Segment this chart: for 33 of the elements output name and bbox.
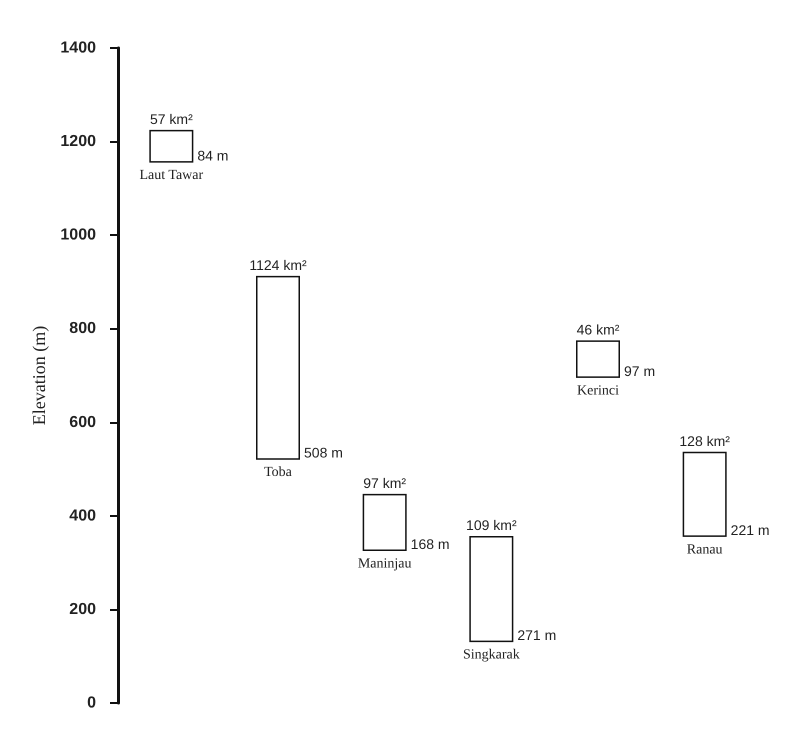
bar <box>682 452 727 537</box>
annotation: 1124 km² <box>249 256 307 273</box>
x-tick-label: Singkarak <box>462 648 520 663</box>
annotation: 46 km² <box>576 321 620 338</box>
bar <box>576 340 620 378</box>
y-tick-label: 1200 <box>60 133 96 150</box>
bar <box>256 276 300 460</box>
x-tick-label: Toba <box>264 465 293 480</box>
annotation: 97 m <box>624 362 656 379</box>
x-tick-label: Kerinci <box>577 383 620 398</box>
annotation: 168 m <box>410 536 450 552</box>
annotation: 84 m <box>197 148 228 164</box>
y-axis-title: Elevation (m) <box>29 326 49 426</box>
y-tick-label: 0 <box>87 694 96 712</box>
annotation: 57 km² <box>150 110 194 127</box>
y-tick-label: 800 <box>69 320 96 338</box>
bar <box>149 130 194 163</box>
annotation: 128 km² <box>679 432 730 449</box>
annotation: 109 km² <box>466 516 517 533</box>
annotation: 271 m <box>517 627 556 644</box>
x-tick-label: Laut Tawar <box>139 168 204 184</box>
x-tick-label: Maninjau <box>358 556 412 572</box>
y-tick-label: 400 <box>69 507 96 524</box>
y-tick-label: 1400 <box>60 40 96 56</box>
annotation: 508 m <box>304 444 343 461</box>
y-tick-label: 200 <box>69 600 96 618</box>
y-tick-label: 600 <box>69 414 96 431</box>
x-tick-label: Ranau <box>686 542 723 558</box>
bar <box>469 536 514 642</box>
bar <box>362 494 407 551</box>
y-tick-label: 1000 <box>60 226 96 244</box>
annotation: 221 m <box>730 522 770 538</box>
annotation: 97 km² <box>363 474 406 491</box>
